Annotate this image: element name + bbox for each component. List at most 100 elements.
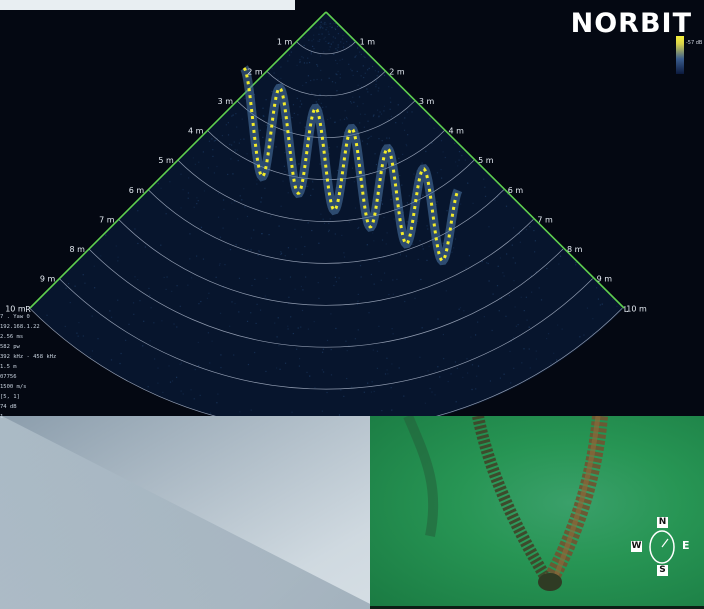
sonar-noise: [318, 243, 319, 244]
sonar-noise: [429, 118, 430, 119]
sonar-noise: [256, 304, 257, 305]
sonar-noise: [323, 349, 324, 350]
sonar-noise: [311, 53, 312, 54]
sonar-noise: [211, 138, 212, 139]
sonar-noise: [494, 200, 495, 201]
sonar-noise: [125, 340, 126, 341]
sonar-noise: [404, 117, 405, 118]
sonar-noise: [219, 263, 220, 264]
underwater-video-feed[interactable]: [370, 416, 704, 609]
sonar-noise: [504, 374, 505, 375]
sonar-noise: [253, 229, 254, 230]
sonar-noise: [251, 237, 252, 238]
sonar-noise: [455, 361, 456, 362]
sonar-noise: [241, 199, 242, 200]
sonar-noise: [317, 66, 318, 67]
sonar-noise: [399, 175, 400, 176]
sonar-noise: [329, 26, 330, 27]
sonar-noise: [291, 51, 292, 52]
sonar-noise: [218, 193, 219, 194]
sonar-noise: [407, 221, 408, 222]
compass-west: W: [631, 541, 642, 552]
sonar-noise: [335, 60, 336, 61]
sonar-noise: [355, 207, 356, 208]
sonar-noise: [533, 230, 534, 231]
sonar-noise: [348, 64, 349, 65]
sonar-noise: [288, 297, 289, 298]
sonar-noise: [526, 320, 527, 321]
sonar-noise: [227, 174, 228, 175]
sonar-noise: [332, 42, 333, 43]
sonar-noise: [290, 316, 291, 317]
sonar-noise: [169, 181, 170, 182]
sonar-noise: [325, 37, 326, 38]
sonar-noise: [422, 195, 423, 196]
sonar-noise: [411, 111, 412, 112]
sonar-noise: [602, 304, 603, 305]
sonar-noise: [350, 69, 351, 70]
sonar-noise: [240, 139, 241, 140]
sonar-noise: [360, 114, 361, 115]
sonar-noise: [256, 323, 257, 324]
sonar-noise: [293, 104, 294, 105]
sonar-noise: [258, 250, 259, 251]
compass-widget: N W S E: [644, 517, 688, 577]
sonar-noise: [546, 338, 547, 339]
sonar-noise: [223, 209, 224, 210]
sonar-noise: [376, 81, 377, 82]
info-line: 582 pw: [0, 342, 70, 352]
sonar-noise: [406, 144, 407, 145]
sonar-noise: [313, 35, 314, 36]
sonar-noise: [318, 34, 319, 35]
sonar-noise: [133, 302, 134, 303]
sonar-noise: [441, 140, 442, 141]
sonar-noise: [575, 262, 576, 263]
sonar-noise: [190, 389, 191, 390]
sonar-noise: [208, 293, 209, 294]
sonar-noise: [291, 412, 292, 413]
sonar-noise: [299, 59, 300, 60]
sonar-noise: [307, 58, 308, 59]
sonar-noise: [488, 226, 489, 227]
sonar-noise: [465, 159, 466, 160]
sonar-noise: [272, 68, 273, 69]
sonar-noise: [476, 376, 477, 377]
sonar-noise: [516, 326, 517, 327]
sonar-noise: [402, 122, 403, 123]
range-label-left: 3 m: [218, 97, 234, 106]
sonar-noise: [330, 118, 331, 119]
sonar-noise: [477, 321, 478, 322]
sonar-noise: [231, 202, 232, 203]
sonar-noise: [222, 228, 223, 229]
sonar-noise: [436, 201, 437, 202]
sonar-noise: [312, 189, 313, 190]
sonar-noise: [393, 333, 394, 334]
sonar-noise: [521, 297, 522, 298]
sonar-noise: [384, 272, 385, 273]
sonar-noise: [231, 144, 232, 145]
sonar-noise: [287, 60, 288, 61]
sonar-noise: [300, 122, 301, 123]
sonar-noise: [433, 128, 434, 129]
sonar-display[interactable]: 1 m 1 m 2 m 2 m 3 m 3 m 4 m 4 m 5 m 5 m 6 m 6 m 7 m 7…: [0, 0, 704, 416]
sonar-noise: [546, 268, 547, 269]
sonar-noise: [237, 218, 238, 219]
sonar-noise: [455, 161, 456, 162]
sonar-noise: [158, 183, 159, 184]
sonar-noise: [160, 245, 161, 246]
sonar-noise: [111, 359, 112, 360]
sonar-noise: [320, 55, 321, 56]
sonar-noise: [431, 391, 432, 392]
sonar-noise: [263, 116, 264, 117]
sonar-noise: [320, 163, 321, 164]
sonar-noise: [515, 306, 516, 307]
sonar-noise: [301, 219, 302, 220]
range-label-left: 2 m: [247, 67, 263, 76]
sonar-noise: [353, 75, 354, 76]
sonar-noise: [246, 338, 247, 339]
sonar-noise: [346, 378, 347, 379]
sonar-noise: [266, 278, 267, 279]
sonar-noise: [302, 289, 303, 290]
sonar-noise: [470, 336, 471, 337]
sonar-noise: [391, 410, 392, 411]
